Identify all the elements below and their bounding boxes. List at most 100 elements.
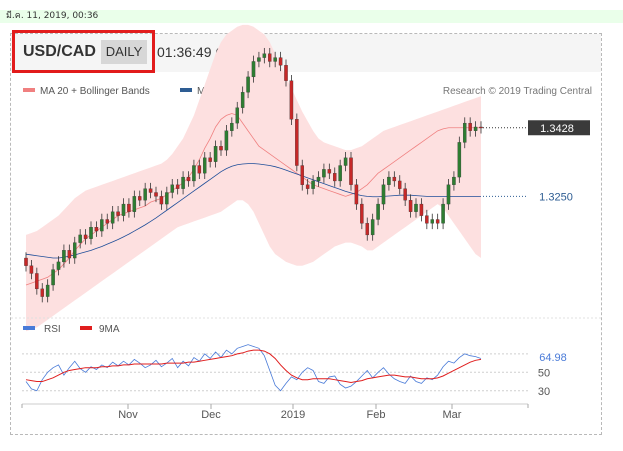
candle-body: [305, 184, 310, 189]
candle-body: [278, 57, 283, 66]
candle-body: [289, 80, 294, 120]
timestamp-bar: มี.ค. 11, 2019, 00:36: [0, 10, 623, 23]
candle-body: [67, 250, 72, 259]
legend-rsi-label: RSI: [44, 324, 61, 335]
candle-body: [452, 176, 456, 185]
candle-body: [94, 227, 99, 232]
candle-body: [414, 203, 418, 212]
rsi-tick-label: 50: [538, 367, 550, 379]
highlight-box: [12, 30, 155, 73]
candle-body: [175, 184, 180, 189]
price-labels: 1.3428 1.3250: [483, 120, 590, 204]
candle-body: [219, 146, 223, 151]
legend-rsi-swatch: [23, 326, 35, 330]
candle-body: [235, 107, 239, 124]
candle-body: [327, 169, 332, 174]
candle-body: [262, 53, 267, 58]
candle-body: [392, 176, 397, 182]
legend-9ma-label: 9MA: [99, 324, 120, 335]
candle-body: [381, 184, 386, 205]
chart-frame: [10, 33, 602, 435]
candle-body: [213, 146, 218, 162]
candle-body: [224, 130, 229, 151]
ma50-price-value: 1.3250: [539, 191, 573, 203]
candle-body: [143, 188, 147, 201]
candle-body: [230, 122, 234, 131]
candle-body: [105, 219, 110, 224]
candle-body: [100, 219, 104, 232]
candlesticks: [24, 47, 483, 303]
x-tick-label: Feb: [367, 409, 386, 421]
bollinger-bands: [26, 24, 481, 332]
rsi-9ma-line: [25, 349, 482, 383]
candle-body: [186, 176, 191, 182]
candle-body: [322, 169, 326, 178]
time-axis-ticks: Nov Dec 2019 Feb Mar: [21, 404, 529, 421]
candle-body: [121, 203, 126, 216]
candle-body: [116, 211, 120, 216]
candle-body: [311, 180, 315, 189]
candle-body: [89, 227, 93, 239]
candle-body: [425, 215, 429, 224]
symbol-label: USD/CAD: [23, 43, 96, 60]
candle-body: [365, 223, 369, 236]
candle-body: [284, 65, 288, 81]
candle-body: [441, 203, 445, 224]
candle-body: [159, 196, 164, 205]
x-tick-label: 2019: [281, 409, 305, 421]
candle-body: [197, 165, 202, 174]
candle-body: [457, 142, 462, 178]
candle-body: [73, 242, 77, 259]
legend-ma20-label: MA 20 + Bollinger Bands: [40, 86, 150, 97]
rsi-lines: [25, 344, 482, 392]
candle-body: [29, 265, 34, 274]
candle-body: [56, 261, 61, 270]
candle-body: [246, 76, 250, 93]
candle-body: [40, 288, 45, 297]
timestamp: มี.ค. 11, 2019, 00:36: [6, 11, 99, 21]
x-tick-label: Dec: [201, 409, 221, 421]
candle-body: [403, 188, 407, 201]
candle-body: [181, 176, 185, 189]
candle-body: [354, 184, 359, 205]
candle-body: [273, 57, 277, 62]
legend-ma50-swatch: [180, 88, 192, 92]
candle-body: [360, 203, 364, 224]
last-price-tag: [528, 120, 590, 136]
candle-body: [165, 192, 169, 205]
timeframe-button[interactable]: DAILY: [101, 40, 147, 64]
candle-body: [170, 184, 174, 193]
candle-body: [295, 119, 299, 166]
candle-body: [24, 257, 28, 266]
candle-body: [446, 184, 451, 205]
candle-body: [473, 126, 478, 131]
candle-body: [300, 165, 304, 185]
candle-body: [370, 219, 375, 236]
candle-body: [208, 157, 212, 162]
candle-body: [51, 269, 55, 286]
candle-body: [338, 165, 342, 182]
candle-body: [257, 57, 261, 62]
candle-body: [332, 173, 337, 182]
candle-body: [435, 219, 440, 224]
candle-body: [376, 203, 380, 220]
candle-body: [132, 196, 137, 212]
candle-body: [349, 157, 353, 185]
rsi-last-value: 64.98: [539, 352, 567, 364]
rsi-value-tag: [529, 349, 584, 364]
candle-body: [62, 250, 66, 263]
x-tick-label: Nov: [118, 409, 138, 421]
last-price-value: 1.3428: [540, 123, 574, 135]
candle-body: [479, 126, 483, 129]
candle-body: [240, 92, 245, 108]
candle-body: [468, 122, 472, 131]
bollinger-band-area: [26, 24, 481, 332]
candle-body: [78, 234, 82, 243]
candle-body: [267, 53, 272, 62]
candle-body: [127, 203, 131, 212]
candle-body: [462, 122, 467, 143]
legend-9ma-swatch: [80, 326, 92, 330]
candle-body: [316, 176, 321, 182]
candle-body: [45, 284, 50, 297]
